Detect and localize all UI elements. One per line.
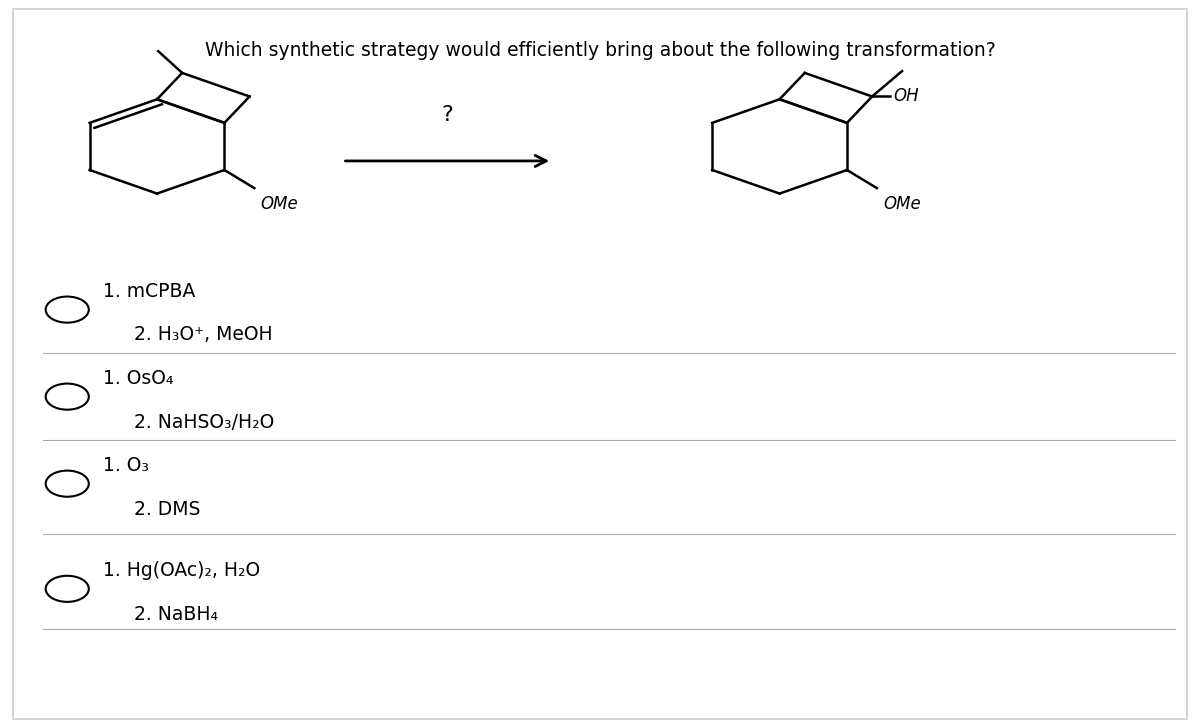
Text: ?: ? — [442, 105, 454, 124]
Text: 1. Hg(OAc)₂, H₂O: 1. Hg(OAc)₂, H₂O — [103, 561, 260, 580]
Text: OMe: OMe — [883, 195, 920, 213]
Text: 1. mCPBA: 1. mCPBA — [103, 282, 196, 301]
Text: 2. H₃O⁺, MeOH: 2. H₃O⁺, MeOH — [134, 325, 272, 344]
Text: Which synthetic strategy would efficiently bring about the following transformat: Which synthetic strategy would efficient… — [205, 41, 995, 60]
Text: 1. OsO₄: 1. OsO₄ — [103, 369, 174, 388]
Text: OH: OH — [894, 87, 919, 106]
Text: 1. O₃: 1. O₃ — [103, 456, 149, 475]
Text: 2. DMS: 2. DMS — [134, 499, 200, 518]
Text: 2. NaBH₄: 2. NaBH₄ — [134, 605, 218, 624]
Text: 2. NaHSO₃/H₂O: 2. NaHSO₃/H₂O — [134, 413, 275, 432]
Text: OMe: OMe — [260, 195, 298, 213]
